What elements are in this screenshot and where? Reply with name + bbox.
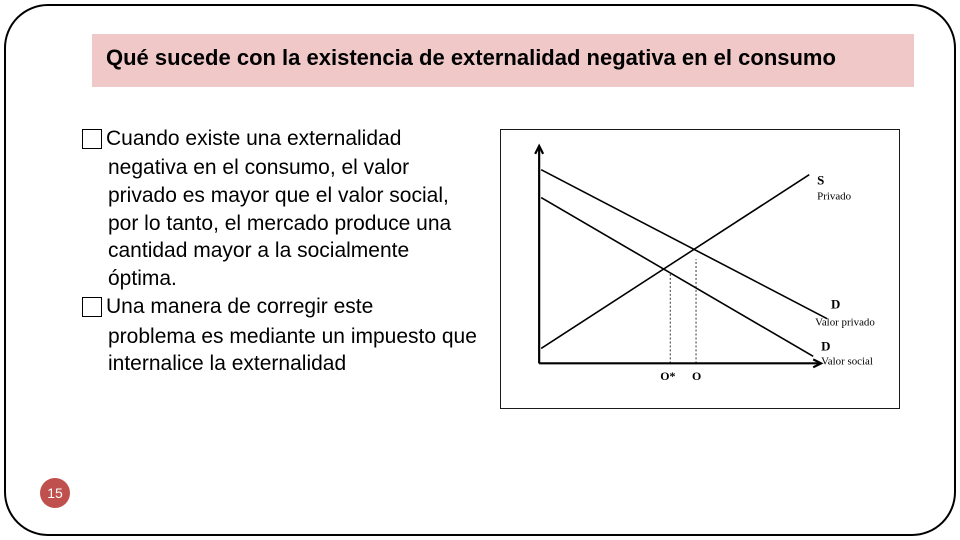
slide-title: Qué sucede con la existencia de external… <box>106 44 900 73</box>
chart-svg: S Privado D Valor privado D Valor social… <box>501 130 899 408</box>
supply-label: S <box>817 173 824 187</box>
supply-sublabel: Privado <box>817 190 851 202</box>
bullet-item: Cuando existe una externalidad <box>82 125 482 153</box>
bullet-first-line: Una manera de corregir este <box>106 293 373 321</box>
bullet-square-icon <box>82 129 102 149</box>
title-bar: Qué sucede con la existencia de external… <box>92 34 914 87</box>
demand-social-sublabel: Valor social <box>821 355 873 367</box>
vline-ostar-label: O* <box>660 369 675 383</box>
bullet-first-line: Cuando existe una externalidad <box>106 125 401 153</box>
chart-column: S Privado D Valor privado D Valor social… <box>500 125 918 409</box>
externality-chart: S Privado D Valor privado D Valor social… <box>500 129 900 409</box>
demand-social-label: D <box>821 339 830 353</box>
supply-line <box>541 174 809 348</box>
page-number-badge: 15 <box>40 478 70 508</box>
bullet-rest: problema es mediante un impuesto que int… <box>108 323 482 378</box>
demand-private-sublabel: Valor privado <box>815 316 875 328</box>
vline-o-label: O <box>692 369 701 383</box>
demand-private-line <box>541 169 827 318</box>
bullet-square-icon <box>82 297 102 317</box>
bullet-rest: negativa en el consumo, el valor privado… <box>108 154 482 293</box>
page-number: 15 <box>47 485 63 501</box>
demand-private-label: D <box>831 297 840 311</box>
slide-frame: Qué sucede con la existencia de external… <box>4 4 956 536</box>
text-column: Cuando existe una externalidad negativa … <box>82 125 482 409</box>
demand-social-line <box>541 197 813 356</box>
content-row: Cuando existe una externalidad negativa … <box>42 125 918 409</box>
bullet-item: Una manera de corregir este <box>82 293 482 321</box>
